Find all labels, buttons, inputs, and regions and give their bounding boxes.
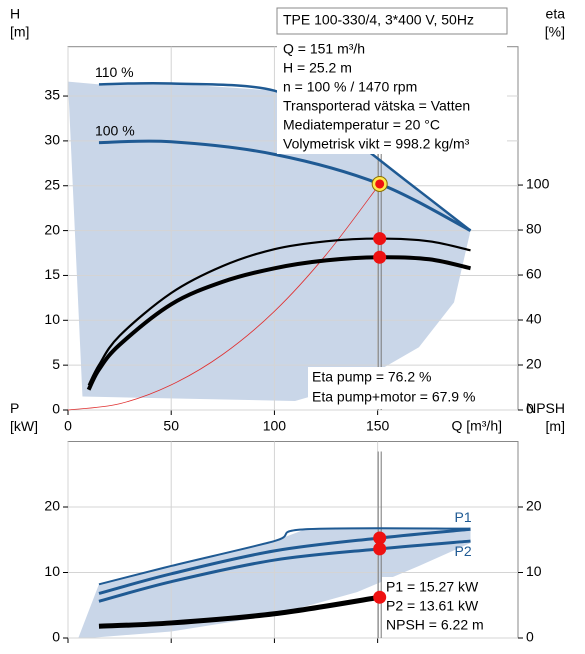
curve: [86, 255, 471, 391]
y-tick-label: 5: [52, 356, 60, 372]
duty-point: [373, 232, 387, 246]
y-tick-label: 25: [44, 176, 60, 192]
y-tick-label: 10: [44, 311, 60, 327]
title-box: [276, 7, 508, 35]
x-tick-label: 100: [263, 418, 287, 434]
info-line: H = 25.2 m: [283, 60, 352, 76]
x-tick-label: 0: [64, 418, 72, 434]
y2-tick-label: 60: [526, 266, 542, 282]
curve-label: P1: [455, 509, 472, 525]
y2-tick-label: 0: [526, 401, 534, 417]
y-tick-label: 20: [44, 221, 60, 237]
y-axis-label: H: [10, 5, 20, 21]
curve-label: P2: [455, 543, 472, 559]
info-line: Mediatemperatur = 20 °C: [283, 117, 440, 133]
y2-tick-label: 20: [526, 498, 542, 514]
annotation-background: [308, 367, 508, 409]
chart-title: TPE 100-330/4, 3*400 V, 50Hz: [283, 12, 474, 28]
y2-tick-label: 80: [526, 221, 542, 237]
x-tick-label: 150: [366, 418, 390, 434]
y2-tick-label: 100: [526, 176, 550, 192]
curve: [98, 527, 471, 595]
y2-tick-label: 10: [526, 563, 542, 579]
curve-label: 100 %: [95, 122, 135, 138]
curve: [87, 237, 471, 386]
curve: [98, 139, 472, 232]
annotation: P1 = 15.27 kW: [386, 579, 479, 595]
y-axis-label: [m]: [10, 23, 29, 39]
curve: [67, 183, 381, 411]
y2-axis-label: [m]: [546, 418, 565, 434]
curve: [98, 527, 471, 586]
annotation: P2 = 13.61 kW: [386, 598, 479, 614]
info-line: Q = 151 m³/h: [283, 41, 365, 57]
y2-axis-label: eta: [546, 5, 566, 21]
y-tick-label: 35: [44, 87, 60, 103]
y-tick-label: 0: [52, 401, 60, 417]
duty-point: [375, 179, 385, 189]
annotation: Eta pump = 76.2 %: [312, 369, 431, 385]
y-tick-label: 10: [44, 563, 60, 579]
duty-point: [373, 542, 387, 556]
annotation: NPSH = 6.22 m: [386, 617, 484, 633]
y-tick-label: 20: [44, 498, 60, 514]
y-axis-label: [kW]: [10, 418, 38, 434]
annotation: Eta pump+motor = 67.9 %: [312, 389, 475, 405]
duty-point: [373, 250, 387, 264]
operating-range: [68, 81, 471, 402]
info-line: Volymetrisk vikt = 998.2 kg/m³: [283, 136, 470, 152]
info-background: [277, 36, 507, 154]
x-tick-label: 50: [163, 418, 179, 434]
duty-point: [373, 531, 387, 545]
y-tick-label: 15: [44, 266, 60, 282]
y2-tick-label: 20: [526, 356, 542, 372]
info-line: Transporterad vätska = Vatten: [283, 98, 470, 114]
y-tick-label: 0: [52, 629, 60, 645]
y-axis-label: P: [10, 400, 19, 416]
y2-tick-label: 0: [526, 629, 534, 645]
y-tick-label: 30: [44, 132, 60, 148]
annotation-background: [382, 577, 507, 637]
info-line: n = 100 % / 1470 rpm: [283, 79, 417, 95]
curve: [98, 539, 471, 603]
y2-tick-label: 40: [526, 311, 542, 327]
curve-label: 110 %: [95, 64, 134, 80]
duty-point: [373, 590, 387, 604]
curve: [98, 594, 381, 629]
y2-axis-label: NPSH: [526, 400, 565, 416]
y2-axis-label: [%]: [545, 23, 565, 39]
x-axis-label: Q [m³/h]: [451, 418, 502, 434]
